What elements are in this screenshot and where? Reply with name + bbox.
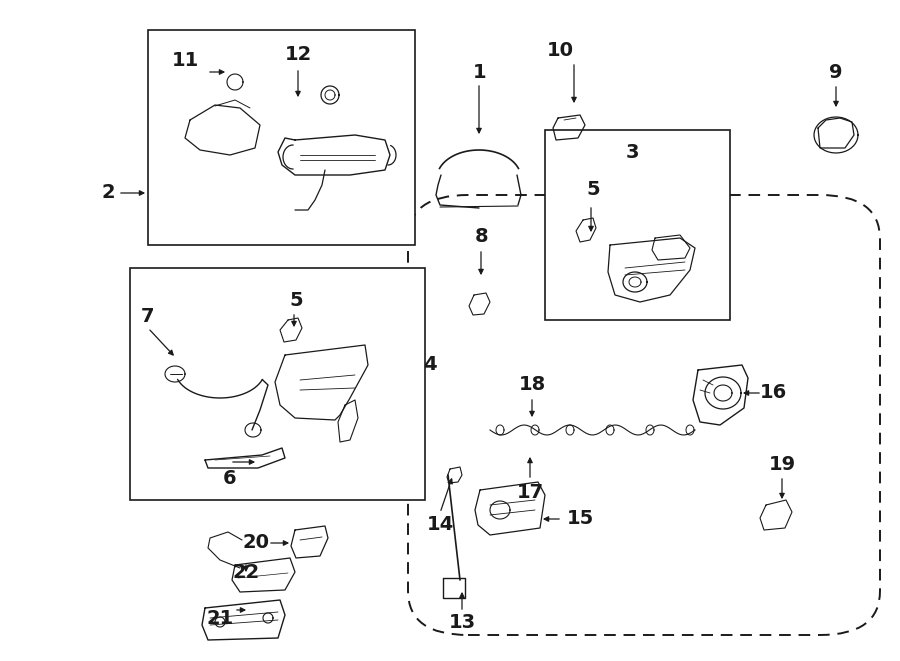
Text: 12: 12 <box>284 46 311 65</box>
Text: 1: 1 <box>473 63 487 81</box>
Text: 15: 15 <box>566 510 594 529</box>
Bar <box>130 268 425 500</box>
Text: 5: 5 <box>289 290 302 309</box>
Text: 10: 10 <box>546 40 573 59</box>
Text: 8: 8 <box>475 227 489 247</box>
Text: 6: 6 <box>223 469 237 488</box>
Bar <box>148 30 415 245</box>
Text: 21: 21 <box>206 609 234 629</box>
Bar <box>545 130 730 320</box>
Text: 22: 22 <box>232 563 259 582</box>
Text: 14: 14 <box>427 516 454 535</box>
Text: 17: 17 <box>517 483 544 502</box>
Text: 9: 9 <box>829 63 842 81</box>
Text: 3: 3 <box>626 143 639 163</box>
Text: 7: 7 <box>141 307 155 325</box>
Text: 5: 5 <box>586 180 599 200</box>
Text: 13: 13 <box>448 613 475 633</box>
Text: 2: 2 <box>101 184 115 202</box>
Text: 19: 19 <box>769 455 796 473</box>
Text: 4: 4 <box>423 356 436 375</box>
Text: 16: 16 <box>760 383 787 403</box>
Text: 20: 20 <box>242 533 269 553</box>
Text: 18: 18 <box>518 375 545 395</box>
Text: 11: 11 <box>171 50 199 69</box>
